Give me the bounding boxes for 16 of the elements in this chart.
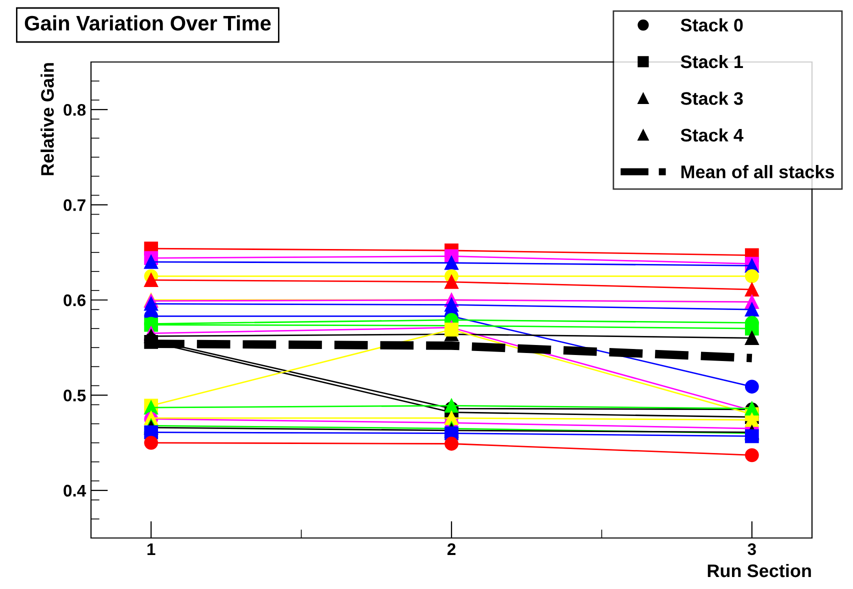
y-axis-title: Relative Gain	[40, 63, 54, 176]
x-tick-label: 3	[748, 543, 756, 556]
x-axis-title: Run Section	[708, 564, 811, 578]
legend-label: Stack 3	[680, 92, 743, 105]
y-tick-label: 0.6	[64, 294, 86, 306]
y-tick-label: 0.4	[64, 484, 86, 497]
y-tick-label: 0.5	[64, 390, 86, 402]
x-tick-label: 1	[148, 543, 156, 555]
legend-label: Stack 4	[680, 128, 744, 142]
y-tick-label: 0.7	[64, 199, 86, 212]
legend-label: Mean of all stacks	[681, 165, 834, 178]
chart-title: Gain Variation Over Time	[24, 15, 271, 31]
y-tick-label: 0.8	[64, 104, 86, 116]
x-tick-label: 2	[447, 543, 456, 555]
legend-label: Stack 0	[680, 18, 743, 32]
legend-label: Stack 1	[680, 54, 743, 68]
